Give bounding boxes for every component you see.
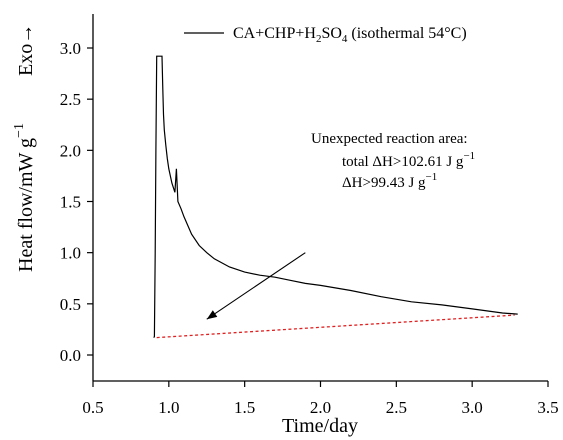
x-axis-title: Time/day: [282, 415, 358, 437]
y-tick-label: 1.5: [60, 193, 81, 212]
x-tick-label: 3.5: [537, 398, 558, 417]
annotation-total-dh: total ΔH>102.61 J g−1: [342, 150, 475, 170]
x-tick-label: 1.5: [234, 398, 255, 417]
x-tick-label: 2.5: [386, 398, 407, 417]
y-tick-label: 1.0: [60, 244, 81, 263]
y-tick-label: 2.0: [60, 141, 81, 160]
x-axis-ticks: 0.5 1.0 1.5 2.0 2.5 3.0 3.5: [82, 381, 559, 417]
exo-direction-label: Exo→: [15, 24, 37, 76]
legend-label: CA+CHP+H2SO4 (isothermal 54°C): [233, 25, 467, 45]
legend: CA+CHP+H2SO4 (isothermal 54°C): [184, 25, 467, 45]
y-tick-label: 0.0: [60, 346, 81, 365]
baseline-series-line: [156, 314, 515, 339]
annotation-title: Unexpected reaction area:: [311, 131, 468, 147]
x-tick-label: 3.0: [462, 398, 483, 417]
annotation-dh: ΔH>99.43 J g−1: [342, 171, 437, 191]
y-axis-title: Heat flow/mW g−1: [12, 123, 37, 272]
y-tick-label: 2.5: [60, 90, 81, 109]
x-tick-label: 1.0: [158, 398, 179, 417]
y-tick-label: 3.0: [60, 39, 81, 58]
annotation-arrow: [206, 252, 306, 320]
annotation: Unexpected reaction area: total ΔH>102.6…: [311, 131, 475, 191]
x-tick-label: 0.5: [82, 398, 103, 417]
heat-flow-series-line: [153, 55, 518, 338]
y-tick-label: 0.5: [60, 295, 81, 314]
annotation-arrow-head: [206, 310, 218, 320]
x-tick-label: 2.0: [310, 398, 331, 417]
y-axis-ticks: 0.0 0.5 1.0 1.5 2.0 2.5 3.0: [60, 39, 93, 365]
